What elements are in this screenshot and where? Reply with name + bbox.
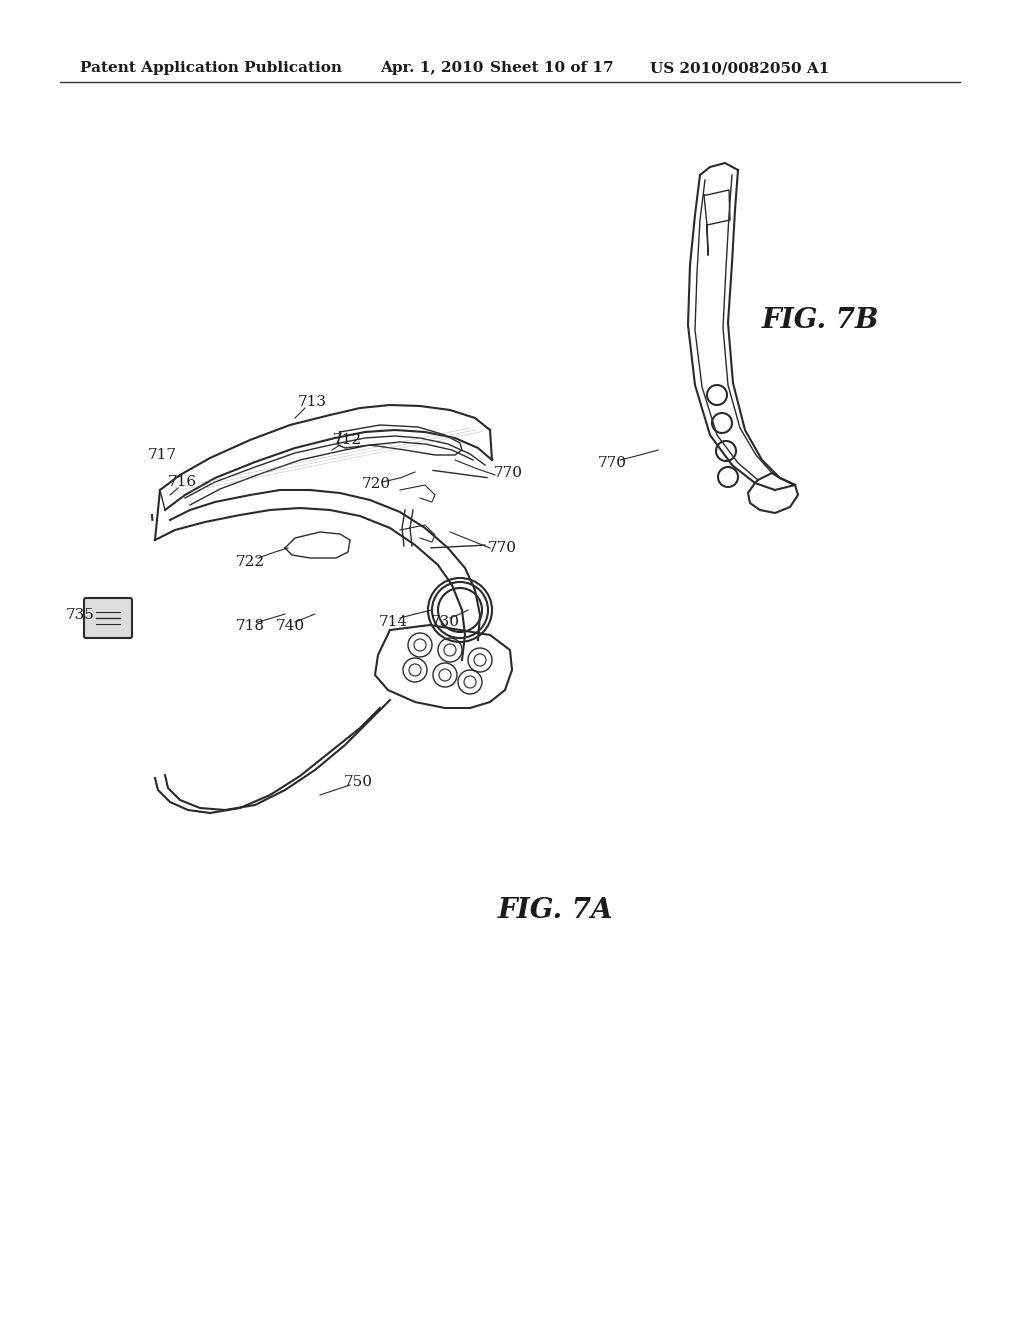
FancyBboxPatch shape: [84, 598, 132, 638]
Text: 713: 713: [298, 395, 327, 409]
Text: 722: 722: [236, 554, 264, 569]
Text: 740: 740: [275, 619, 304, 634]
Text: 714: 714: [379, 615, 408, 630]
Text: 712: 712: [333, 433, 361, 447]
Text: Patent Application Publication: Patent Application Publication: [80, 61, 342, 75]
Text: 718: 718: [236, 619, 264, 634]
Text: 735: 735: [66, 609, 94, 622]
Text: FIG. 7B: FIG. 7B: [761, 306, 879, 334]
Text: 717: 717: [147, 447, 176, 462]
Text: 770: 770: [494, 466, 522, 480]
Text: 750: 750: [343, 775, 373, 789]
Text: 716: 716: [168, 475, 197, 488]
Text: FIG. 7A: FIG. 7A: [498, 896, 612, 924]
Text: 770: 770: [597, 455, 627, 470]
Text: Apr. 1, 2010: Apr. 1, 2010: [380, 61, 483, 75]
Text: US 2010/0082050 A1: US 2010/0082050 A1: [650, 61, 829, 75]
Text: 770: 770: [487, 541, 516, 554]
Text: 720: 720: [361, 477, 390, 491]
Text: 730: 730: [430, 615, 460, 630]
Text: Sheet 10 of 17: Sheet 10 of 17: [490, 61, 613, 75]
